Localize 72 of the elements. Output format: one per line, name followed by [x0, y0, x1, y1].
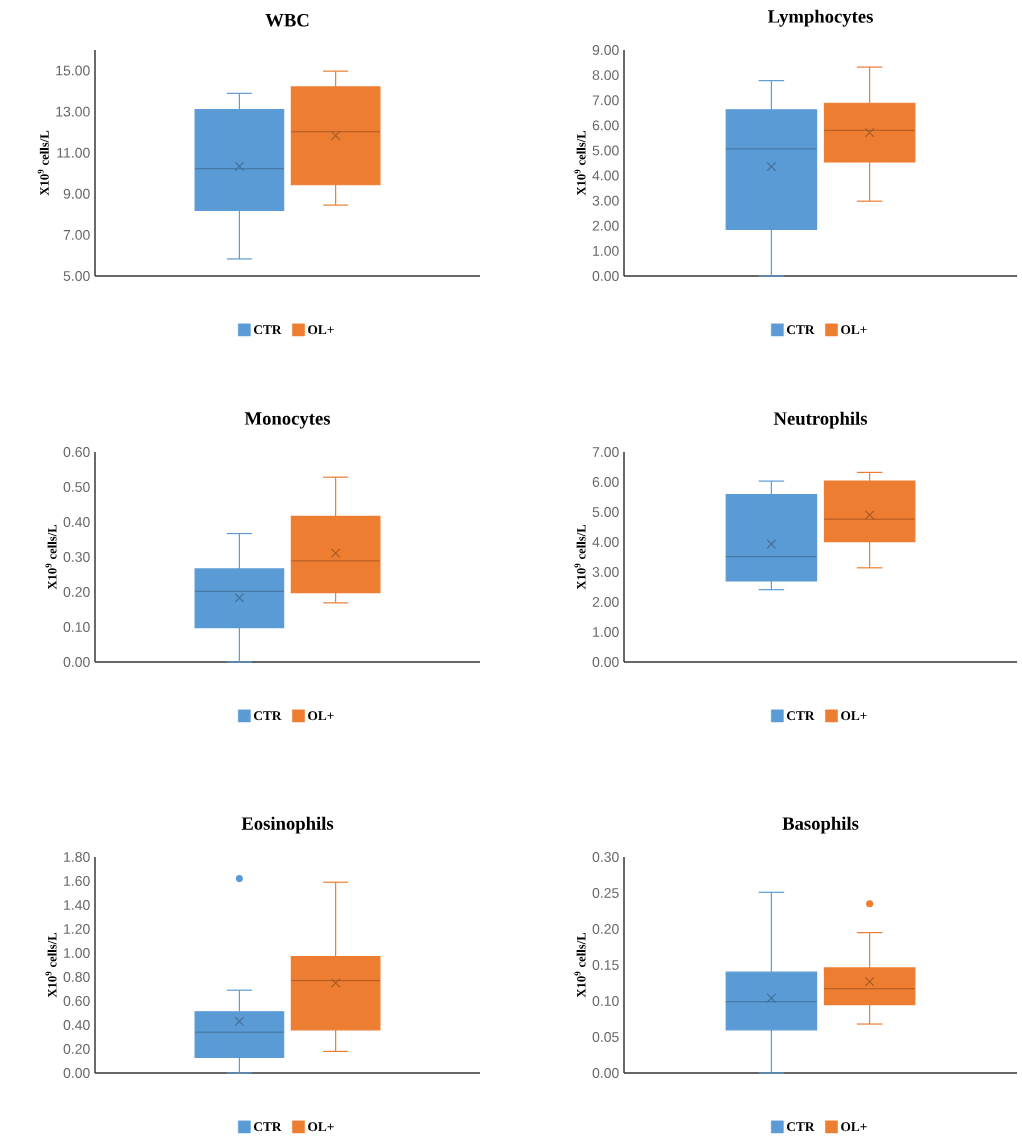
y-tick-label: 4.00 [592, 170, 619, 181]
chart-title: Eosinophils [241, 816, 334, 834]
y-axis-title: X10$^{9}$ cells/L [574, 932, 586, 998]
y-tick-label: 9.00 [592, 45, 619, 55]
y-tick-label: 1.80 [64, 852, 90, 862]
y-tick-label: 9.00 [63, 188, 90, 199]
y-tick-label: 5.00 [592, 507, 619, 517]
y-tick-label: 0.00 [592, 657, 619, 667]
chart-title: Monocytes [244, 412, 331, 429]
y-tick-label: 0.30 [63, 552, 90, 562]
y-tick-label: 1.00 [593, 627, 619, 637]
legend-label: OL+ [841, 1122, 867, 1132]
y-tick-label: 2.00 [592, 597, 619, 607]
legend-label: CTR [253, 711, 282, 721]
y-tick-label: 7.00 [592, 95, 619, 106]
y-axis-title: X10$^{9}$ cells/L [574, 130, 586, 196]
y-axis-title: X10$^{9}$ cells/L [45, 524, 57, 590]
legend-label: OL+ [308, 711, 334, 721]
legend-label: CTR [786, 711, 815, 721]
y-tick-label: 2.00 [592, 220, 619, 231]
y-tick-label: 0.50 [63, 482, 90, 492]
legend-label: CTR [786, 1122, 815, 1132]
y-tick-label: 0.00 [63, 1068, 90, 1078]
y-tick-label: 5.00 [63, 271, 90, 281]
y-tick-label: 4.00 [592, 537, 619, 547]
y-tick-label: 11.00 [57, 147, 90, 158]
chart-title: Lymphocytes [767, 9, 873, 27]
legend-label: CTR [786, 325, 815, 335]
y-tick-label: 0.10 [592, 996, 619, 1006]
y-tick-label: 13.00 [56, 106, 90, 117]
legend-label: OL+ [308, 1122, 334, 1132]
y-tick-label: 7.00 [63, 229, 90, 240]
chart-title: WBC [265, 13, 309, 27]
y-tick-label: 0.60 [63, 447, 90, 457]
y-tick-label: 1.60 [64, 876, 90, 886]
y-tick-label: 15.00 [56, 65, 90, 76]
y-tick-label: 0.00 [592, 271, 619, 281]
y-tick-label: 7.00 [592, 447, 619, 457]
y-tick-label: 0.10 [63, 622, 90, 632]
y-tick-label: 3.00 [592, 567, 619, 577]
y-tick-label: 0.30 [592, 852, 619, 862]
legend-label: OL+ [841, 711, 867, 721]
y-tick-label: 1.20 [64, 924, 90, 934]
y-tick-label: 0.80 [63, 972, 90, 982]
y-axis-title: X10$^{9}$ cells/L [574, 524, 586, 590]
y-axis-title: X10$^{9}$ cells/L [37, 130, 49, 196]
y-tick-label: 0.40 [63, 517, 90, 527]
y-tick-label: 0.25 [592, 888, 619, 898]
y-tick-label: 0.40 [63, 1020, 90, 1030]
y-tick-label: 6.00 [592, 120, 619, 131]
y-tick-label: 1.00 [64, 948, 90, 958]
y-tick-label: 1.00 [593, 245, 619, 256]
chart-title: Neutrophils [773, 411, 868, 429]
y-tick-label: 0.60 [63, 996, 90, 1006]
y-tick-label: 0.00 [63, 657, 90, 667]
y-tick-label: 0.20 [592, 924, 619, 934]
y-tick-label: 6.00 [592, 477, 619, 487]
y-tick-label: 3.00 [592, 195, 619, 206]
y-tick-label: 0.20 [63, 1044, 90, 1054]
y-tick-label: 1.40 [64, 900, 90, 910]
y-tick-label: 0.05 [592, 1032, 619, 1042]
legend-label: OL+ [308, 325, 334, 335]
y-tick-label: 8.00 [592, 70, 619, 81]
y-axis-title: X10$^{9}$ cells/L [45, 932, 57, 998]
y-tick-label: 0.00 [592, 1068, 619, 1078]
legend-label: CTR [253, 1122, 282, 1132]
legend-label: OL+ [841, 325, 867, 335]
y-tick-label: 5.00 [592, 145, 619, 156]
legend-label: CTR [253, 325, 282, 335]
y-tick-label: 0.15 [592, 960, 619, 970]
y-tick-label: 0.20 [63, 587, 90, 597]
chart-title: Basophils [782, 816, 859, 834]
